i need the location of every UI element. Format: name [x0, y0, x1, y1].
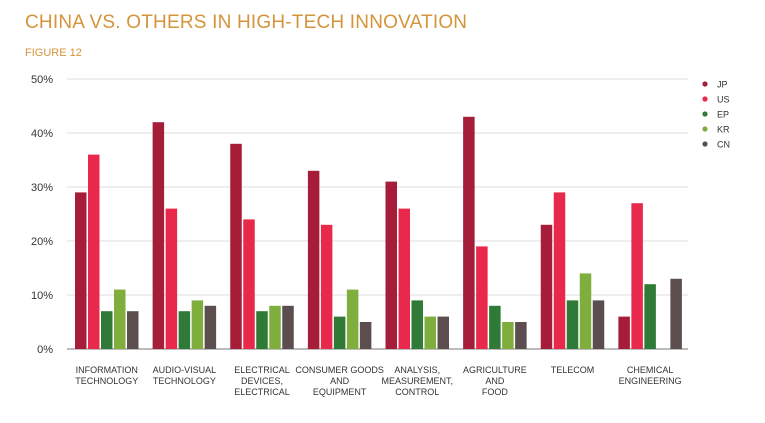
bar-cn	[282, 305, 294, 349]
bars	[75, 116, 682, 349]
legend-marker-cn	[702, 141, 708, 147]
legend-label: KR	[717, 125, 730, 135]
bar-cn	[592, 300, 605, 349]
bar-jp	[618, 316, 630, 349]
bar-kr	[346, 289, 359, 349]
legend-marker-us	[702, 96, 708, 102]
y-tick-label: 40%	[31, 128, 53, 140]
x-category-label: ANALYSIS, MEASUREMENT, CONTROL	[381, 365, 453, 397]
y-tick-label: 10%	[31, 290, 53, 302]
bar-ep	[489, 305, 501, 349]
bar-ep	[256, 311, 268, 349]
bar-cn	[204, 305, 217, 349]
bar-us	[631, 203, 643, 349]
bar-us	[398, 208, 410, 349]
bar-cn	[670, 278, 682, 349]
bar-kr	[502, 322, 514, 349]
bar-ep	[333, 316, 346, 349]
legend: JP US EP KR CN	[702, 80, 730, 150]
x-category-label: INFORMATION TECHNOLOGY	[75, 365, 138, 386]
bar-jp	[385, 181, 397, 349]
bar-jp	[463, 116, 475, 349]
bar-cn	[127, 311, 139, 349]
legend-marker-jp	[702, 81, 708, 87]
x-category-label: AGRICULTURE AND FOOD	[463, 365, 527, 397]
bar-ep	[101, 311, 113, 349]
y-axis: 0% 10% 20% 30% 40% 50%	[31, 74, 53, 356]
bar-us	[553, 192, 566, 349]
bar-jp	[230, 143, 242, 349]
bar-kr	[579, 273, 592, 349]
bar-jp	[540, 224, 553, 349]
legend-label: EP	[717, 110, 729, 120]
bar-ep	[411, 300, 423, 349]
legend-label: JP	[717, 80, 728, 90]
bar-cn	[515, 322, 527, 349]
bar-ep	[178, 311, 191, 349]
figure-label: FIGURE 12	[25, 47, 82, 59]
x-category-label: TELECOM	[551, 365, 595, 375]
bar-kr	[269, 305, 281, 349]
x-category-label: ELECTRICAL DEVICES, ELECTRICAL	[234, 365, 290, 397]
legend-label: US	[717, 95, 730, 105]
bar-us	[88, 154, 100, 349]
bar-ep	[566, 300, 579, 349]
bar-kr	[114, 289, 126, 349]
y-tick-label: 20%	[31, 236, 53, 248]
bar-jp	[307, 170, 320, 349]
bar-kr	[424, 316, 436, 349]
x-category-label: CONSUMER GOODS AND EQUIPMENT	[295, 365, 384, 397]
bar-ep	[644, 284, 656, 349]
x-axis: INFORMATION TECHNOLOGY AUDIO-VISUAL TECHNOL…	[75, 365, 681, 397]
bar-jp	[75, 192, 87, 349]
bar-us	[165, 208, 178, 349]
bar-us	[243, 219, 255, 349]
bar-us	[476, 246, 488, 349]
bar-kr	[191, 300, 204, 349]
y-tick-label: 30%	[31, 182, 53, 194]
bar-us	[320, 224, 333, 349]
x-category-label: CHEMICAL ENGINEERING	[619, 365, 682, 386]
x-category-label: AUDIO-VISUAL TECHNOLOGY	[153, 365, 217, 386]
legend-marker-ep	[702, 111, 708, 117]
bar-jp	[152, 122, 165, 349]
chart-title: CHINA VS. OTHERS IN HIGH-TECH INNOVATION	[25, 12, 468, 33]
legend-label: CN	[717, 140, 730, 150]
bar-cn	[359, 322, 372, 349]
legend-marker-kr	[702, 126, 708, 132]
bar-cn	[437, 316, 449, 349]
y-tick-label: 0%	[37, 344, 53, 356]
y-tick-label: 50%	[31, 74, 53, 86]
